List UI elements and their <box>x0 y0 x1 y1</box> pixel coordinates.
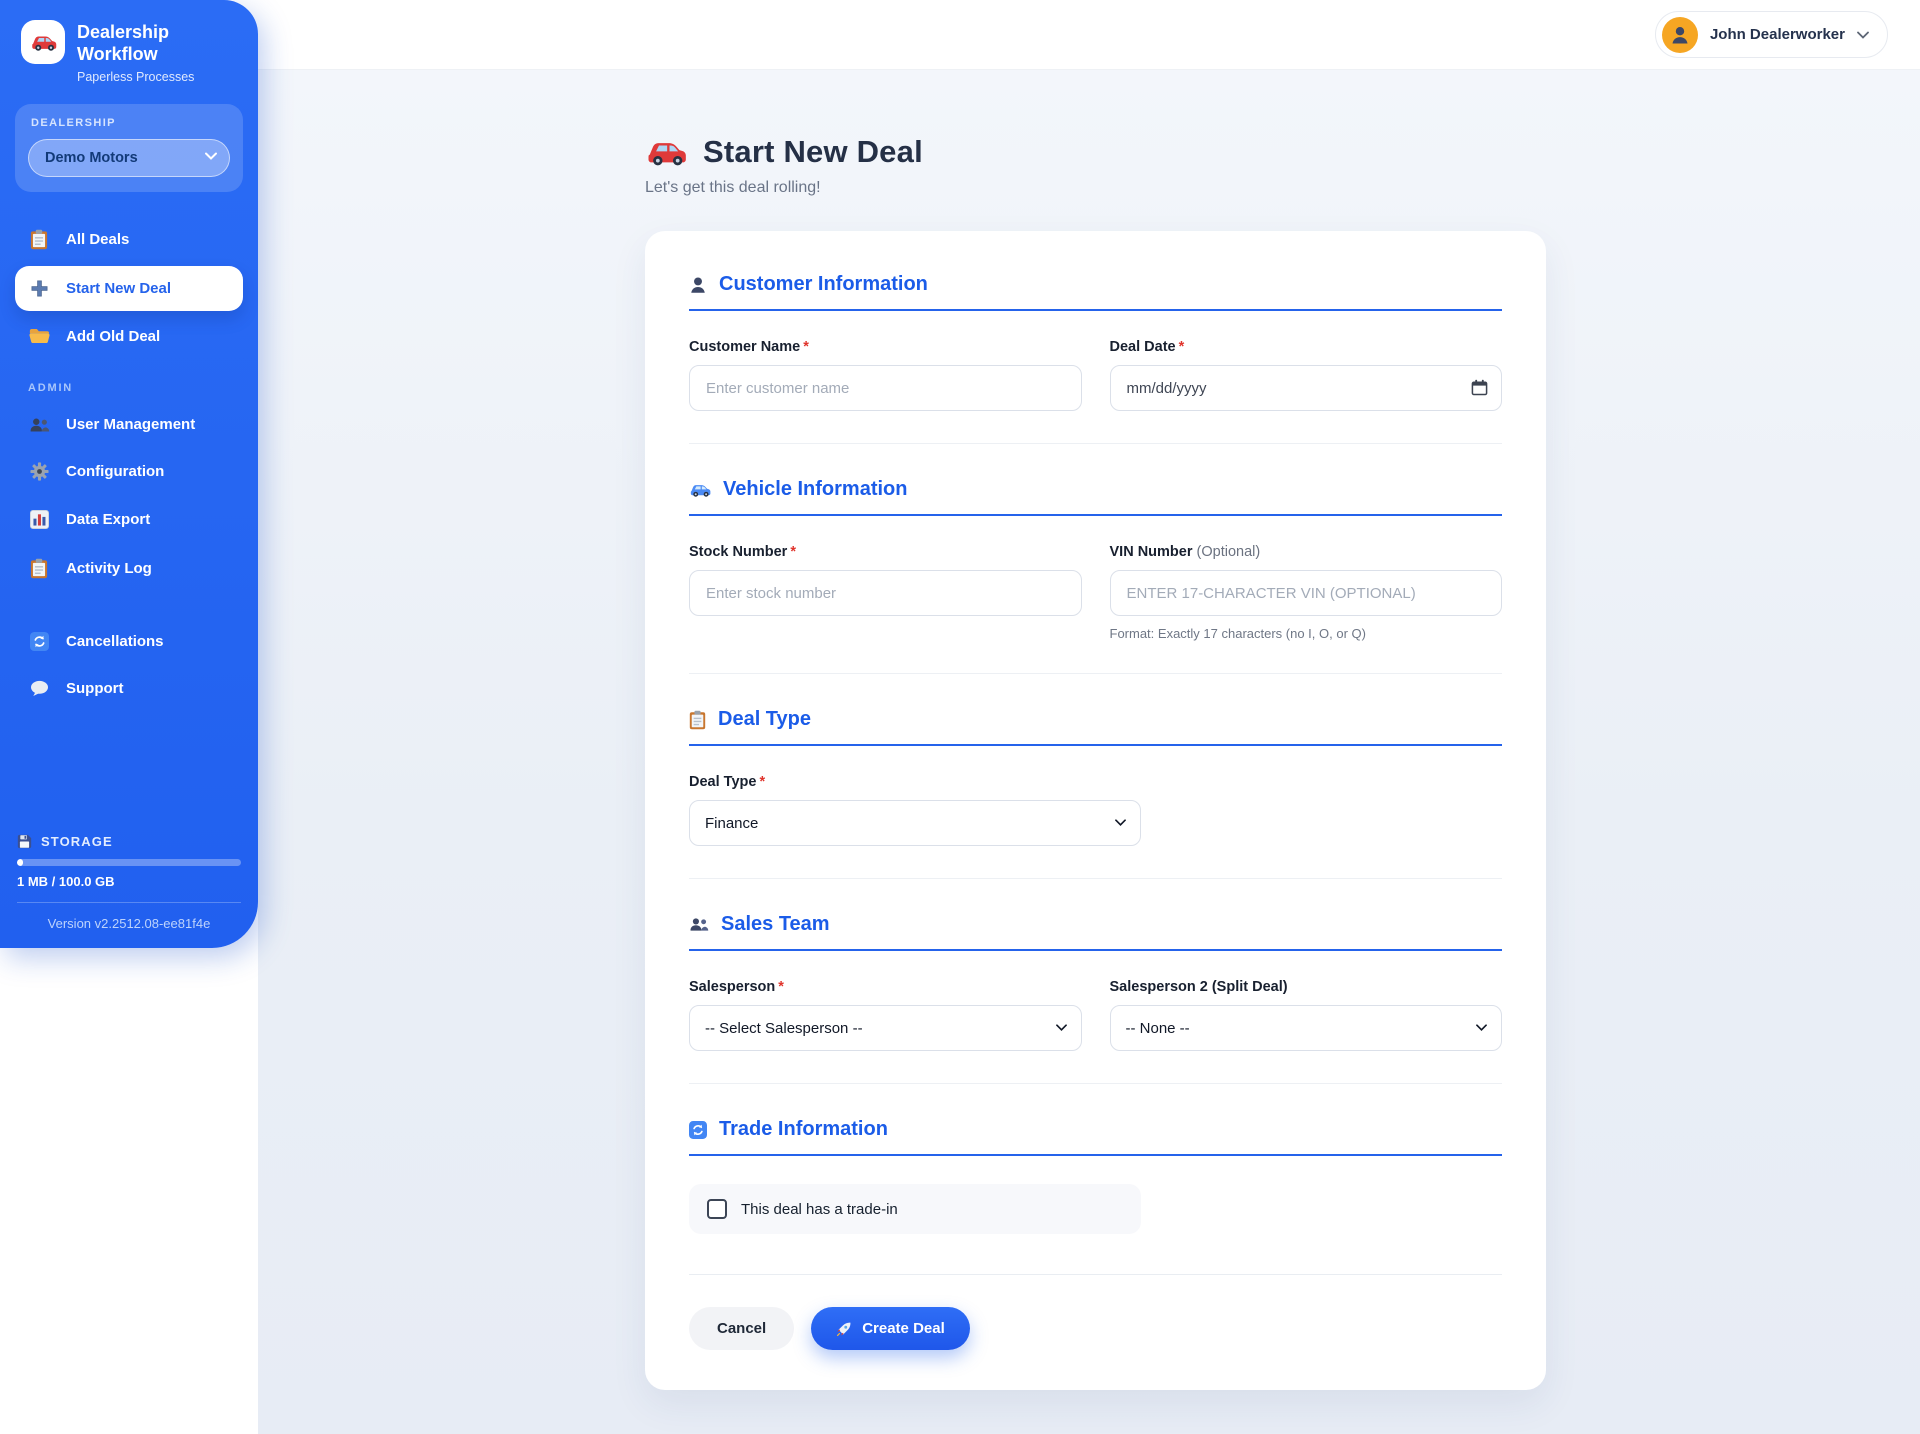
customer-name-input[interactable] <box>689 365 1082 411</box>
car-icon <box>31 36 56 51</box>
brand-logo <box>21 20 65 64</box>
sidebar-item-user-management[interactable]: User Management <box>15 403 243 446</box>
salesperson-label: Salesperson * <box>689 979 784 995</box>
vin-number-label: VIN Number (Optional) <box>1109 544 1261 560</box>
form-footer: Cancel Create Deal <box>689 1274 1502 1350</box>
sidebar-item-label: User Management <box>66 416 196 434</box>
create-deal-button[interactable]: Create Deal <box>811 1307 970 1350</box>
page-title: Start New Deal <box>645 134 1546 170</box>
section-title: Sales Team <box>721 913 830 935</box>
section-title: Vehicle Information <box>723 478 908 500</box>
section-title: Customer Information <box>719 273 928 295</box>
version-text: Version v2.2512.08-ee81f4e <box>17 902 241 948</box>
required-asterisk: * <box>1178 339 1185 355</box>
section-title: Deal Type <box>718 708 811 730</box>
dealership-label: DEALERSHIP <box>31 117 116 130</box>
storage-progressbar <box>17 859 241 866</box>
speech-balloon-icon <box>28 680 50 697</box>
top-header <box>0 0 1920 70</box>
sidebar-item-label: Start New Deal <box>66 280 172 298</box>
required-asterisk: * <box>803 339 809 355</box>
sidebar-item-cancellations[interactable]: Cancellations <box>15 619 243 664</box>
required-asterisk: * <box>778 979 784 995</box>
storage-header: STORAGE <box>17 834 241 849</box>
clipboard-icon <box>28 558 50 579</box>
salesperson2-label: Salesperson 2 (Split Deal) <box>1109 979 1288 995</box>
sidebar-item-data-export[interactable]: Data Export <box>15 497 243 542</box>
refresh-icon <box>689 1120 707 1139</box>
sidebar-item-start-new-deal[interactable]: Start New Deal <box>15 266 243 312</box>
section-customer-information: Customer Information Customer Name* Deal… <box>689 273 1502 411</box>
stock-number-input[interactable] <box>689 570 1082 616</box>
avatar <box>1661 16 1698 53</box>
storage-progress-fill <box>17 859 23 866</box>
salesperson2-select[interactable]: -- None -- <box>1109 1005 1502 1051</box>
sidebar-item-label: Activity Log <box>66 560 152 578</box>
vin-format-help: Format: Exactly 17 characters (no I, O, … <box>1109 626 1366 641</box>
gear-icon <box>28 462 50 481</box>
sidebar-item-support[interactable]: Support <box>15 667 243 710</box>
app-tagline: Paperless Processes <box>77 70 195 85</box>
plus-icon <box>28 279 50 298</box>
storage-usage: 1 MB / 100.0 GB <box>17 874 115 889</box>
sidebar-item-label: Configuration <box>66 463 165 481</box>
sidebar: Dealership Workflow Paperless Processes … <box>0 0 258 948</box>
section-title: Trade Information <box>719 1118 888 1140</box>
storage-label: STORAGE <box>41 834 113 849</box>
sidebar-item-label: All Deals <box>66 231 130 249</box>
floppy-disk-icon <box>17 834 32 849</box>
deal-type-label: Deal Type * <box>689 774 766 790</box>
customer-name-label: Customer Name * <box>689 339 809 355</box>
sidebar-item-label: Add Old Deal <box>66 327 161 345</box>
section-vehicle-information: Vehicle Information Stock Number* VIN Nu… <box>689 443 1502 641</box>
sidebar-item-all-deals[interactable]: All Deals <box>15 216 243 263</box>
optional-tag: (Optional) <box>1196 544 1261 560</box>
sidebar-item-add-old-deal[interactable]: Add Old Deal <box>15 314 243 358</box>
sidebar-item-label: Cancellations <box>66 633 164 651</box>
trade-in-checkbox[interactable] <box>707 1199 727 1219</box>
sidebar-item-activity-log[interactable]: Activity Log <box>15 545 243 592</box>
required-asterisk: * <box>790 544 796 560</box>
deal-date-input[interactable] <box>1109 365 1502 411</box>
user-name: John Dealerworker <box>1709 26 1845 43</box>
dealership-select[interactable]: Demo Motors <box>28 139 230 178</box>
page-subtitle: Let's get this deal rolling! <box>645 179 821 196</box>
refresh-icon <box>28 632 50 652</box>
vehicle-icon <box>690 484 711 497</box>
stock-number-label: Stock Number * <box>689 544 796 560</box>
folder-icon <box>28 327 50 345</box>
sidebar-item-label: Support <box>66 680 124 698</box>
users-icon <box>690 918 709 931</box>
clipboard-icon <box>28 229 50 250</box>
cancel-button[interactable]: Cancel <box>689 1307 795 1350</box>
section-sales-team: Sales Team Salesperson * -- Select Salesp… <box>689 878 1502 1051</box>
admin-section-label: ADMIN <box>28 382 74 395</box>
vin-number-input[interactable] <box>1109 570 1502 616</box>
user-menu[interactable]: John Dealerworker <box>1654 11 1888 58</box>
nav-spacer <box>15 595 243 619</box>
salesperson-select[interactable]: -- Select Salesperson -- <box>689 1005 1082 1051</box>
main-area: Start New Deal Let's get this deal rolli… <box>258 70 1920 1434</box>
bar-chart-icon <box>28 510 50 530</box>
app-title: Dealership Workflow <box>77 22 170 64</box>
dealership-card: DEALERSHIP Demo Motors <box>15 104 243 193</box>
sidebar-item-label: Data Export <box>66 511 151 529</box>
chevron-down-icon <box>1857 31 1869 39</box>
brand: Dealership Workflow Paperless Processes <box>15 20 243 84</box>
rocket-icon <box>837 1322 851 1336</box>
sidebar-item-configuration[interactable]: Configuration <box>15 449 243 494</box>
section-trade-information: Trade Information This deal has a trade-… <box>689 1083 1502 1234</box>
trade-in-toggle-row[interactable]: This deal has a trade-in <box>689 1184 1141 1234</box>
required-asterisk: * <box>759 774 766 790</box>
section-deal-type: Deal Type Deal Type * Finance <box>689 673 1502 846</box>
person-icon <box>691 276 705 293</box>
person-icon <box>1672 26 1688 43</box>
deal-type-select[interactable]: Finance <box>689 800 1141 846</box>
deal-date-label: Deal Date * <box>1109 339 1185 355</box>
users-icon <box>28 417 50 433</box>
trade-in-label: This deal has a trade-in <box>741 1200 898 1218</box>
car-icon <box>648 142 686 165</box>
clipboard-icon <box>689 710 706 729</box>
new-deal-form-card: Customer Information Customer Name* Deal… <box>645 231 1546 1390</box>
